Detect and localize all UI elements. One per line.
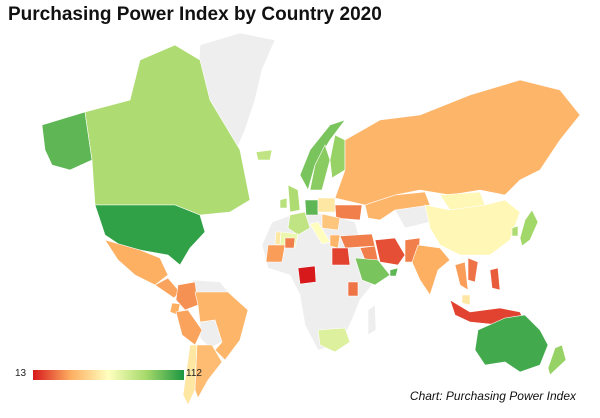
region-MYS: [461, 294, 471, 306]
region-SAU: [354, 257, 391, 286]
region-PHL: [489, 267, 501, 291]
region-IRN: [374, 237, 406, 266]
region-COL: [175, 281, 199, 311]
region-MAR: [265, 244, 286, 263]
legend-color-scale: [33, 370, 184, 380]
region-ALASKA: [41, 111, 93, 171]
region-NOR: [299, 119, 346, 191]
region-KOR: [511, 225, 519, 237]
region-ARE: [389, 267, 399, 277]
region-FIN: [329, 134, 346, 179]
region-VNM: [467, 257, 479, 283]
madagascar-no-data: [367, 304, 377, 336]
region-POL: [317, 197, 336, 213]
region-AUS: [474, 314, 549, 373]
region-TUR: [339, 233, 376, 249]
region-ARG: [194, 344, 223, 399]
region-NGA: [297, 265, 317, 285]
legend-max-label: 112: [186, 368, 202, 379]
region-KEN: [347, 281, 359, 297]
region-ZAF: [317, 327, 351, 353]
region-MEX: [104, 239, 169, 286]
region-UKR: [334, 204, 363, 221]
chart-title: Purchasing Power Index by Country 2020: [8, 4, 382, 25]
region-THA: [454, 261, 469, 291]
region-USA: [94, 204, 206, 266]
region-ROU: [321, 213, 341, 231]
region-PER: [175, 309, 203, 346]
region-ISL: [255, 149, 273, 161]
region-GBR: [287, 184, 301, 213]
region-DZA: [284, 237, 296, 249]
region-CHN: [424, 199, 521, 256]
region-SWE: [309, 144, 331, 191]
region-IND: [411, 244, 451, 296]
source-credit: Chart: Purchasing Power Index: [409, 389, 576, 403]
region-FRA: [287, 211, 311, 236]
region-GRC: [329, 234, 341, 249]
region-IRL: [279, 197, 288, 209]
region-EGY: [331, 247, 351, 266]
region-CHL: [182, 344, 198, 406]
region-JPN: [519, 209, 539, 247]
region-KAZ: [364, 191, 431, 221]
region-DEU: [304, 199, 319, 216]
legend-min-label: 13: [15, 368, 27, 379]
region-RUS: [334, 79, 581, 206]
region-NZL: [547, 344, 567, 376]
